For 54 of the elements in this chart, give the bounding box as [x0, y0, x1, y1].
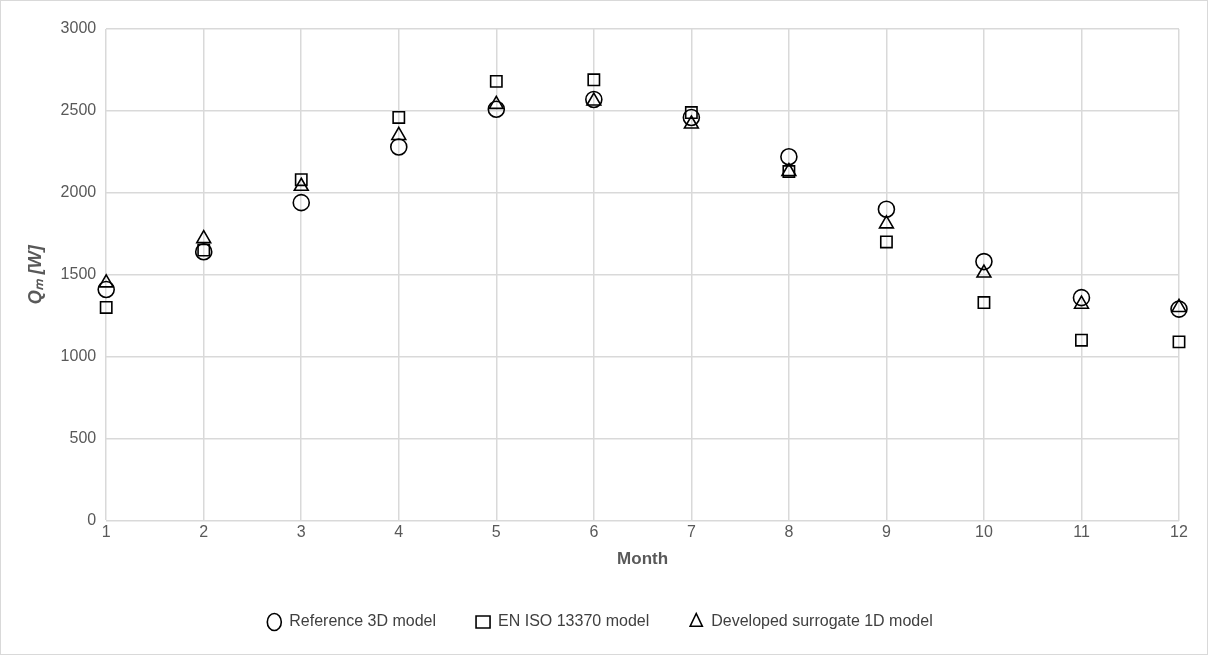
point	[488, 95, 505, 110]
x-tick-label: 2	[199, 523, 209, 541]
point	[1171, 298, 1187, 313]
y-tick-label: 0	[87, 510, 97, 528]
point	[683, 115, 700, 129]
x-axis-title: Month	[617, 549, 669, 569]
y-tick-label: 2000	[60, 183, 97, 201]
y-tick-label: 1000	[60, 347, 97, 365]
point	[99, 301, 113, 314]
point	[587, 73, 601, 87]
point	[389, 138, 408, 156]
y-tick-label: 1500	[60, 265, 97, 283]
point	[487, 100, 506, 119]
point	[879, 235, 893, 249]
y-tick-label: 3000	[60, 19, 97, 37]
point	[878, 215, 895, 229]
point	[292, 193, 311, 212]
point	[1073, 295, 1090, 309]
point	[1170, 300, 1188, 318]
point	[392, 111, 406, 124]
y-tick-label: 500	[69, 428, 97, 446]
point	[977, 296, 991, 309]
y-axis-title: Qₘ [W]	[24, 244, 45, 305]
point	[975, 252, 993, 271]
legend-label: Developed surrogate 1D model	[711, 612, 933, 630]
point	[391, 126, 407, 141]
legend-label: EN ISO 13370 model	[498, 612, 650, 630]
point	[1172, 335, 1186, 349]
y-tick-label: 2500	[60, 101, 97, 119]
point	[195, 229, 212, 244]
point	[1072, 288, 1091, 307]
point	[877, 200, 896, 218]
point	[682, 108, 701, 127]
x-tick-label: 5	[491, 523, 501, 541]
x-tick-label: 7	[686, 523, 696, 541]
point	[293, 177, 309, 192]
legend-label: Reference 3D model	[289, 612, 437, 630]
point	[780, 147, 798, 166]
x-tick-label: 9	[881, 523, 891, 541]
x-tick-label: 10	[975, 523, 993, 541]
point	[97, 280, 115, 299]
x-tick-label: 6	[589, 523, 599, 541]
x-tick-label: 8	[784, 523, 794, 541]
x-tick-label: 11	[1073, 523, 1090, 541]
x-tick-label: 1	[101, 523, 111, 541]
x-tick-label: 12	[1170, 523, 1188, 541]
x-tick-label: 3	[296, 523, 306, 541]
point	[194, 242, 213, 261]
point	[489, 74, 503, 88]
point	[976, 264, 992, 278]
point	[98, 274, 114, 288]
point	[1075, 333, 1088, 347]
x-tick-label: 4	[394, 523, 404, 541]
point	[294, 173, 308, 187]
